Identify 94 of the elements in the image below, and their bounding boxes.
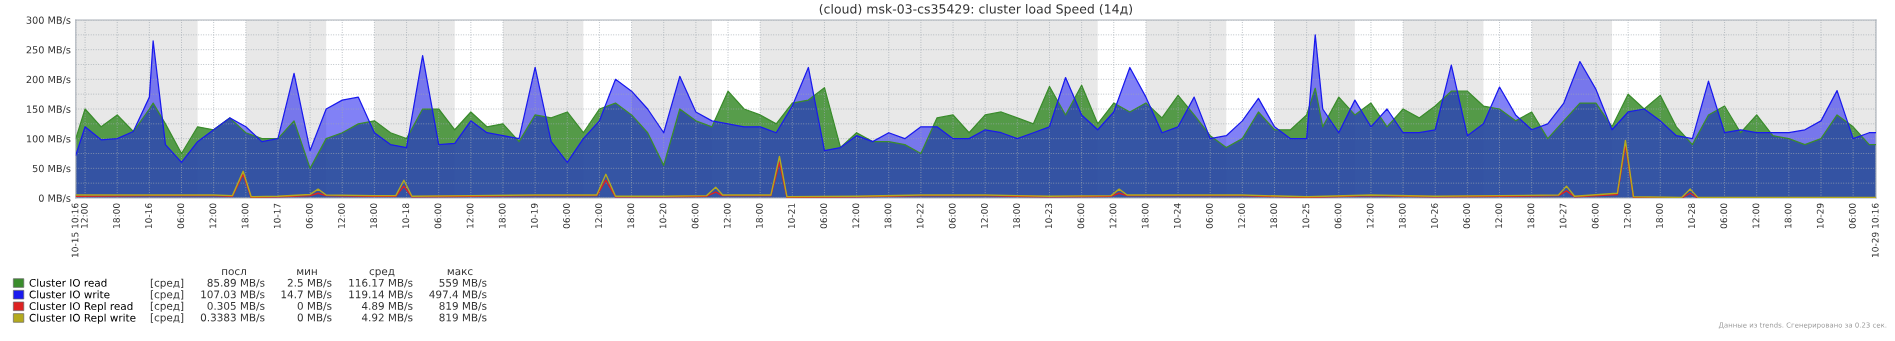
x-tick-label: 10-19 <box>530 203 538 229</box>
x-tick-label: 10-29 <box>1816 203 1824 229</box>
legend-label: Cluster IO write <box>29 290 110 299</box>
text: мин <box>297 269 317 276</box>
y-tick-label: 250 MB/s <box>26 46 71 55</box>
x-tick-label: 12:00 <box>80 203 88 228</box>
text: 497.4 MB/s <box>429 290 487 300</box>
y-tick-label: 300 MB/s <box>26 16 71 25</box>
y-tick-label: 150 MB/s <box>26 105 71 114</box>
text: 2.5 MB/s <box>287 278 332 288</box>
x-tick-label: 12:00 <box>1495 203 1503 228</box>
y-tick-label: 50 MB/s <box>32 164 71 173</box>
text: сред <box>369 269 395 278</box>
x-tick-label: 18:00 <box>755 203 763 228</box>
text: [сред] <box>150 313 184 324</box>
x-tick-label: 18:00 <box>1656 203 1663 228</box>
x-tick-label: 06:00 <box>1463 203 1470 229</box>
x-tick-label: 12:00 <box>1623 203 1631 228</box>
x-tick-label: 18:00 <box>1527 203 1535 228</box>
text: посл <box>222 269 246 276</box>
text: 116.17 MB/s <box>349 278 413 288</box>
y-tick-label: 100 MB/s <box>26 135 71 144</box>
text: 819 MB/s <box>439 301 487 311</box>
text: макс <box>447 269 473 276</box>
x-tick-label: 18:00 <box>627 203 635 228</box>
x-tick-label: 06:00 <box>305 203 313 229</box>
x-tick-label: 18:00 <box>370 203 378 228</box>
x-tick-label: 06:00 <box>1848 203 1856 229</box>
x-tick-label: 10-29 10:16 <box>1871 203 1879 257</box>
x-tick-label: 18:00 <box>113 203 120 228</box>
x-tick-label: 12:00 <box>209 203 217 228</box>
x-tick-label: 12:00 <box>338 203 345 228</box>
x-tick-label: 06:00 <box>1334 203 1342 229</box>
x-tick-label: 18:00 <box>1270 203 1278 228</box>
text: 4.89 MB/s <box>361 301 413 311</box>
text: 819 MB/s <box>439 313 487 323</box>
text: [сред] <box>150 301 184 312</box>
text: 119.14 MB/s <box>349 290 413 300</box>
x-tick-label: 06:00 <box>177 203 185 229</box>
x-tick-label: 10-15 10:16 <box>71 203 79 257</box>
x-tick-label: 18:00 <box>1398 203 1406 228</box>
text: 4.92 MB/s <box>361 313 413 323</box>
x-tick-label: 06:00 <box>434 203 442 229</box>
x-tick-label: 18:00 <box>1784 203 1792 228</box>
x-tick-label: 10-27 <box>1559 203 1567 229</box>
x-tick-label: 12:00 <box>980 203 988 228</box>
x-tick-label: 06:00 <box>820 203 828 229</box>
x-tick-label: 10-18 <box>402 203 410 229</box>
x-tick-label: 06:00 <box>563 203 570 229</box>
x-tick-label: 10-20 <box>659 203 667 229</box>
x-tick-label: 10-23 <box>1045 203 1053 229</box>
x-tick-label: 18:00 <box>498 203 506 228</box>
x-tick-label: 18:00 <box>1141 203 1149 228</box>
x-tick-label: 10-26 <box>1431 203 1438 229</box>
x-tick-label: 12:00 <box>1366 203 1374 228</box>
y-tick-label: 0 MB/s <box>38 194 71 203</box>
x-tick-label: 12:00 <box>1238 203 1245 228</box>
x-tick-label: 06:00 <box>1077 203 1085 229</box>
x-tick-label: 10-24 <box>1173 203 1181 229</box>
text: 0.3383 MB/s <box>200 313 265 323</box>
chart-title: (cloud) msk-03-cs35429: cluster load Speed (14д) <box>819 3 1133 17</box>
x-tick-label: 12:00 <box>595 203 603 228</box>
text: 14.7 MB/s <box>281 290 332 300</box>
x-tick-label: 10-22 <box>916 203 924 229</box>
x-tick-label: 06:00 <box>691 203 699 229</box>
text: 85.89 MB/s <box>207 278 265 288</box>
x-tick-label: 18:00 <box>884 203 892 228</box>
text: [сред] <box>150 290 184 301</box>
x-tick-label: 18:00 <box>241 203 249 228</box>
text: [сред] <box>150 278 184 289</box>
x-tick-label: 10-28 <box>1688 203 1696 229</box>
x-tick-label: 18:00 <box>1013 203 1020 228</box>
x-tick-label: 06:00 <box>948 203 956 229</box>
x-tick-label: 12:00 <box>852 203 860 228</box>
x-tick-label: 10-16 <box>145 203 152 229</box>
x-tick-label: 12:00 <box>1752 203 1760 228</box>
text: 0.305 MB/s <box>207 301 265 311</box>
x-tick-label: 10-21 <box>788 203 795 229</box>
y-tick-label: 200 MB/s <box>26 75 71 84</box>
legend-label: Cluster IO read <box>29 278 107 287</box>
legend-label: Cluster IO Repl write <box>29 313 136 324</box>
x-tick-label: 10-25 <box>1302 203 1310 229</box>
x-tick-label: 12:00 <box>466 203 474 228</box>
x-tick-label: 12:00 <box>723 203 731 228</box>
x-tick-label: 06:00 <box>1591 203 1599 229</box>
x-tick-label: 12:00 <box>1109 203 1117 228</box>
legend-label: Cluster IO Repl read <box>29 302 133 313</box>
text: 0 MB/s <box>297 301 332 311</box>
text: 559 MB/s <box>439 278 487 288</box>
x-tick-label: 06:00 <box>1720 203 1728 229</box>
x-tick-label: 10-17 <box>273 203 281 229</box>
text: 0 MB/s <box>297 313 332 323</box>
x-tick-label: 06:00 <box>1206 203 1213 229</box>
text: 107.03 MB/s <box>201 290 265 300</box>
